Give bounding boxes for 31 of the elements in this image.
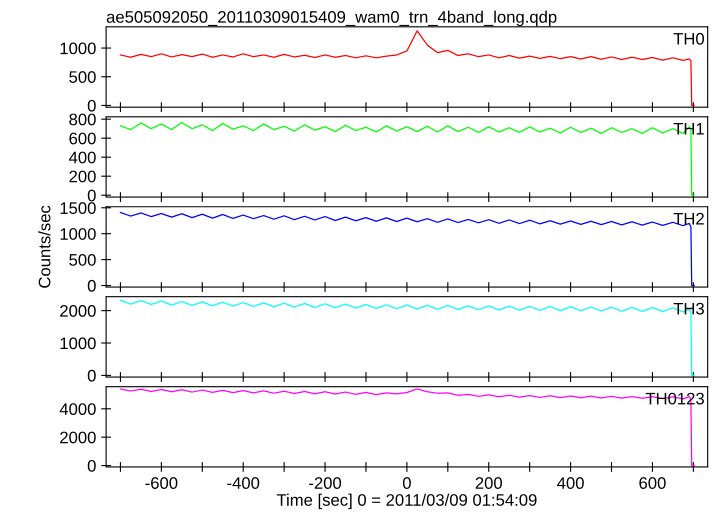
y-tick-label: 1000: [60, 228, 96, 240]
x-tick-label: -400: [227, 477, 260, 489]
y-axis-title: Counts/sec: [38, 206, 50, 288]
series-label: TH3: [674, 302, 704, 315]
y-tick-label: 800: [69, 114, 96, 126]
x-tick-label: 200: [476, 477, 502, 489]
chart-title: ae505092050_20110309015409_wam0_trn_4band_long.qdp: [106, 10, 556, 26]
y-tick-label: 1500: [60, 202, 96, 214]
y-tick-label: 1000: [60, 42, 96, 54]
x-tick-label: -600: [145, 477, 178, 489]
y-tick-label: 500: [69, 254, 96, 266]
x-axis-title: Time [sec] 0 = 2011/03/09 01:54:09: [276, 494, 537, 510]
y-tick-label: 0: [88, 370, 96, 382]
y-tick-label: 4000: [60, 403, 96, 415]
y-tick-label: 0: [88, 280, 96, 292]
y-tick-label: 2000: [60, 305, 96, 317]
y-tick-label: 0: [88, 190, 96, 202]
y-tick-label: 2000: [60, 432, 96, 444]
x-tick-label: -200: [309, 477, 342, 489]
series-label: TH0: [674, 32, 704, 45]
y-tick-label: 600: [69, 132, 96, 144]
y-tick-label: 1000: [60, 337, 96, 350]
series-label: TH2: [674, 212, 704, 224]
y-tick-label: 200: [69, 170, 96, 182]
x-tick-label: 600: [639, 477, 666, 489]
y-tick-label: 400: [68, 152, 96, 164]
y-tick-label: 500: [69, 71, 96, 83]
x-tick-label: 0: [402, 477, 411, 489]
x-tick-label: 400: [557, 477, 584, 489]
y-tick-label: 0: [88, 100, 96, 112]
y-tick-label: 0: [88, 460, 96, 472]
